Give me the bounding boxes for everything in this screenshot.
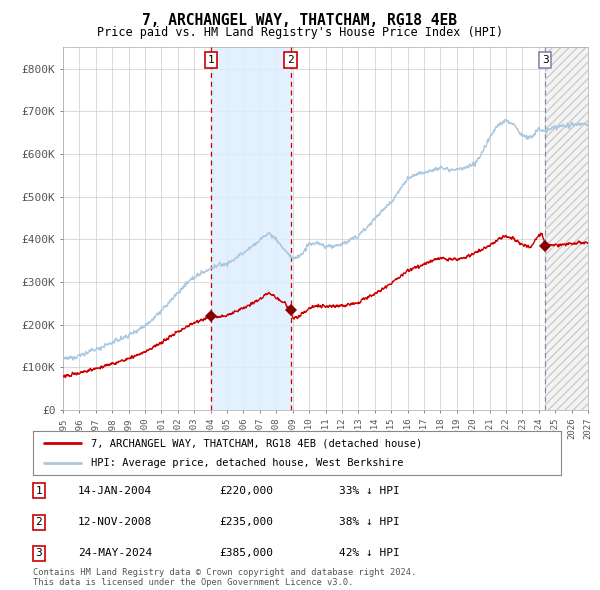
- Text: 14-JAN-2004: 14-JAN-2004: [78, 486, 152, 496]
- Text: 42% ↓ HPI: 42% ↓ HPI: [339, 549, 400, 558]
- Text: 7, ARCHANGEL WAY, THATCHAM, RG18 4EB (detached house): 7, ARCHANGEL WAY, THATCHAM, RG18 4EB (de…: [91, 438, 422, 448]
- Text: 2: 2: [287, 55, 294, 65]
- Text: 7, ARCHANGEL WAY, THATCHAM, RG18 4EB: 7, ARCHANGEL WAY, THATCHAM, RG18 4EB: [143, 13, 458, 28]
- Text: 1: 1: [208, 55, 215, 65]
- Bar: [211, 47, 290, 410]
- Text: 12-NOV-2008: 12-NOV-2008: [78, 517, 152, 527]
- Text: 3: 3: [35, 549, 43, 558]
- Text: £220,000: £220,000: [219, 486, 273, 496]
- Text: 3: 3: [542, 55, 548, 65]
- Text: 1: 1: [35, 486, 43, 496]
- Text: 38% ↓ HPI: 38% ↓ HPI: [339, 517, 400, 527]
- Text: £385,000: £385,000: [219, 549, 273, 558]
- Text: HPI: Average price, detached house, West Berkshire: HPI: Average price, detached house, West…: [91, 458, 404, 467]
- Text: 2: 2: [35, 517, 43, 527]
- Text: £235,000: £235,000: [219, 517, 273, 527]
- Bar: [545, 47, 588, 410]
- Text: 24-MAY-2024: 24-MAY-2024: [78, 549, 152, 558]
- Bar: [545, 47, 588, 410]
- Text: Contains HM Land Registry data © Crown copyright and database right 2024.
This d: Contains HM Land Registry data © Crown c…: [33, 568, 416, 587]
- Text: Price paid vs. HM Land Registry's House Price Index (HPI): Price paid vs. HM Land Registry's House …: [97, 26, 503, 39]
- Text: 33% ↓ HPI: 33% ↓ HPI: [339, 486, 400, 496]
